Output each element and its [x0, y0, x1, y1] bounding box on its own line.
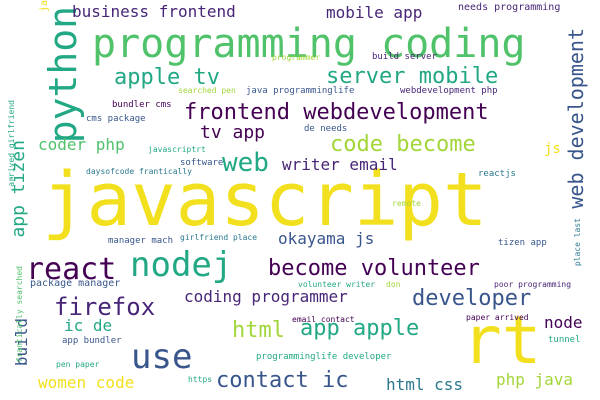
- word-react: react: [26, 252, 117, 287]
- word-javascript: javascript: [42, 157, 488, 243]
- word-apple-tv: apple tv: [114, 65, 220, 90]
- word-cms-package: cms package: [86, 114, 146, 124]
- word-programminglife-developer: programminglife developer: [256, 352, 392, 362]
- word-nodej: nodej: [130, 245, 233, 285]
- word-daysofcode-frantically: daysofcode frantically: [86, 167, 192, 176]
- word-searched-pen: searched pen: [178, 86, 236, 95]
- word-don: don: [386, 280, 401, 289]
- word-pen-paper: pen paper: [56, 360, 100, 369]
- word-use: use: [131, 337, 193, 377]
- word-women-code: women code: [38, 373, 135, 392]
- word-mobile-app: mobile app: [326, 3, 423, 22]
- word-html-css: html css: [386, 375, 464, 394]
- word-contact-ic: contact ic: [216, 368, 349, 393]
- word-arrived-girlfriend: arrived girlfriend: [7, 100, 16, 187]
- word-node: node: [544, 313, 583, 332]
- word-frontend-webdevelopment: frontend webdevelopment: [184, 100, 489, 125]
- word-manager-mach: manager mach: [108, 236, 174, 246]
- word-place-last: place last: [573, 218, 582, 267]
- word-js: js: [544, 141, 561, 157]
- word-web: web: [222, 148, 269, 178]
- word-coding-programmer: coding programmer: [184, 287, 348, 306]
- word-remote: remote: [392, 199, 421, 208]
- word-writer-email: writer email: [282, 155, 398, 174]
- word-app-apple: app apple: [300, 316, 420, 341]
- word-coder-php: coder php: [38, 135, 125, 154]
- word-poor-programming: poor programming: [494, 280, 572, 289]
- word-programming-coding: programming coding: [92, 21, 526, 67]
- word-ja: ja: [39, 0, 50, 13]
- word-volunteer-writer: volunteer writer: [298, 280, 376, 289]
- word-software: software: [180, 158, 224, 168]
- word-ic-de: ic de: [64, 316, 113, 335]
- word-rt: rt: [462, 302, 542, 379]
- word-reactjs: reactjs: [478, 169, 516, 179]
- word-php-java: php java: [496, 370, 574, 389]
- word-python: python: [41, 6, 85, 144]
- word-programmer: programmer: [272, 53, 321, 62]
- word-app-bundler: app bundler: [62, 336, 122, 346]
- word-girlfriend-place: girlfriend place: [180, 233, 258, 242]
- word-java-programminglife: java programminglife: [246, 86, 355, 96]
- word-package-manager: package manager: [30, 278, 121, 289]
- word-de-needs: de needs: [304, 124, 348, 134]
- word-web-development: web development: [564, 28, 588, 209]
- word-email-contact: email contact: [292, 315, 355, 324]
- word-developer: developer: [412, 286, 532, 311]
- word-https: https: [188, 375, 213, 384]
- word-webdevelopment-php: webdevelopment php: [400, 86, 498, 96]
- word-tv-app: tv app: [200, 122, 266, 143]
- word-tizen-app: tizen app: [498, 238, 547, 248]
- word-frantically-searched: frantically searched: [15, 266, 24, 363]
- word-code-become: code become: [330, 132, 476, 157]
- word-tunnel: tunnel: [548, 335, 581, 345]
- word-html: html: [232, 318, 285, 343]
- word-build-server: build server: [372, 52, 438, 62]
- word-become-volunteer: become volunteer: [268, 256, 480, 281]
- word-javascriptrt: javascriptrt: [148, 145, 206, 154]
- word-okayama-js: okayama js: [278, 229, 375, 248]
- word-paper-arrived: paper arrived: [466, 313, 529, 322]
- word-bundler-cms: bundler cms: [112, 100, 172, 110]
- word-business-frontend: business frontend: [72, 2, 236, 21]
- word-needs-programming: needs programming: [458, 2, 561, 13]
- word-firefox: firefox: [54, 293, 156, 321]
- word-server-mobile: server mobile: [326, 64, 499, 89]
